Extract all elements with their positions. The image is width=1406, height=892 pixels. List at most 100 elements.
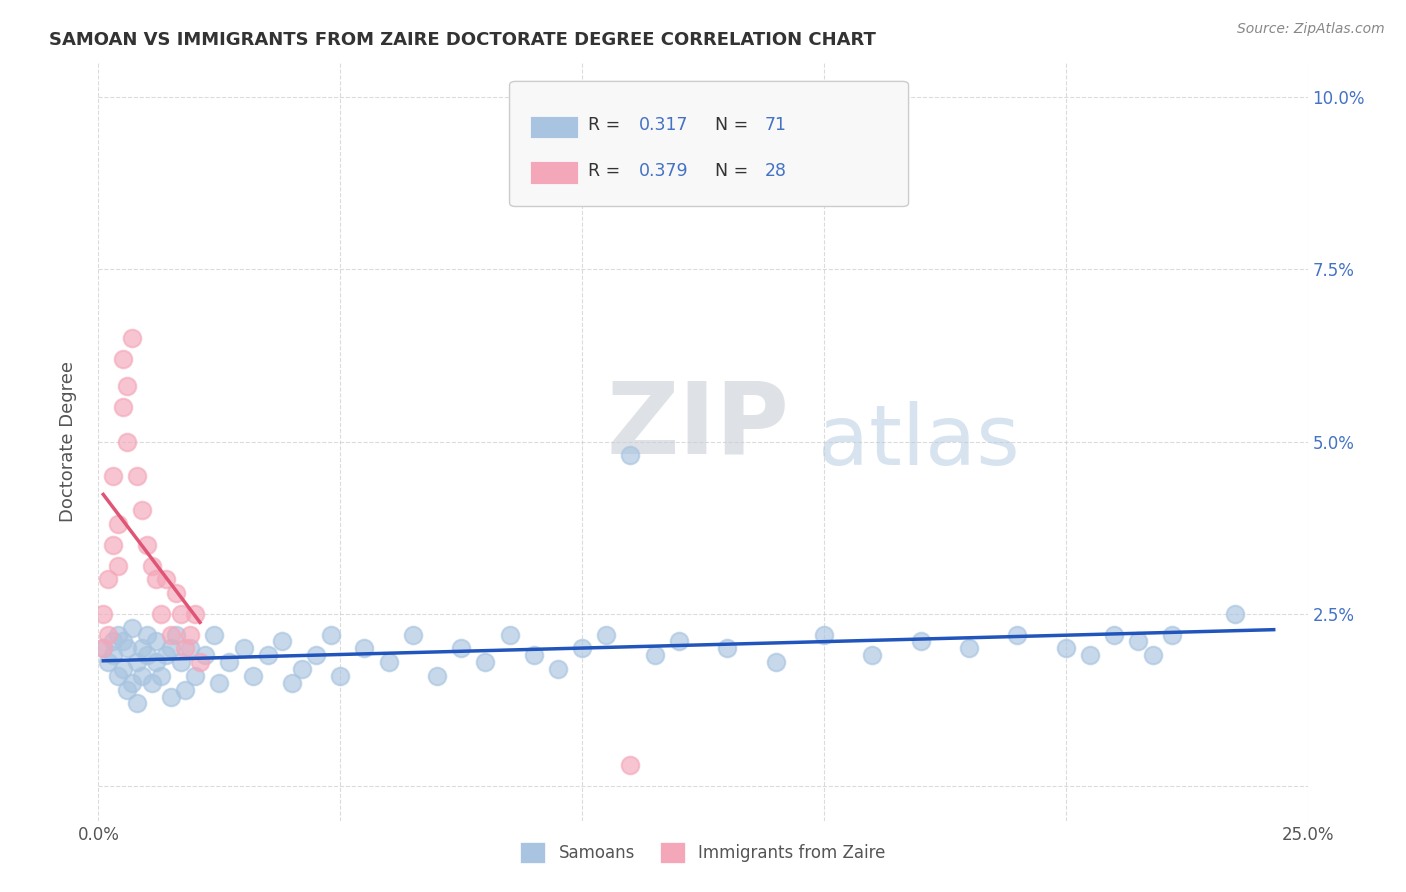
Point (111, 634, 134, 648)
Point (111, 351, 134, 366)
Point (111, 662, 134, 676)
Point (165, 627, 187, 641)
Point (141, 558, 163, 573)
Point (184, 669, 207, 683)
Text: 28: 28 (765, 161, 787, 180)
Point (319, 627, 342, 641)
Point (271, 634, 294, 648)
Point (135, 648, 157, 663)
Point (121, 331, 143, 345)
Point (1128, 634, 1150, 648)
Point (117, 379, 139, 393)
Point (1054, 641, 1077, 656)
Point (91, 641, 114, 656)
Point (450, 641, 472, 656)
Point (101, 538, 124, 552)
Point (305, 648, 328, 663)
Point (127, 655, 149, 669)
Point (121, 675, 143, 690)
Point (160, 641, 183, 656)
Bar (530, 161, 578, 184)
Point (97, 627, 120, 641)
Text: atlas: atlas (818, 401, 1019, 482)
Point (160, 690, 183, 704)
Text: R =: R = (588, 116, 626, 134)
Point (141, 675, 163, 690)
Text: 0.317: 0.317 (638, 116, 689, 134)
Point (204, 627, 226, 641)
Point (145, 634, 167, 648)
Text: N =: N = (716, 161, 754, 180)
Point (1102, 627, 1125, 641)
Point (242, 669, 264, 683)
Point (1223, 607, 1246, 621)
Point (1161, 627, 1184, 641)
Point (101, 469, 124, 483)
Point (107, 627, 129, 641)
Point (131, 641, 153, 656)
Text: ZIP: ZIP (606, 378, 789, 475)
Point (117, 641, 139, 656)
Point (111, 400, 134, 414)
Point (910, 634, 932, 648)
Point (117, 434, 139, 449)
Point (232, 641, 254, 656)
Point (107, 669, 129, 683)
Point (135, 627, 157, 641)
Point (716, 641, 738, 656)
Point (571, 641, 593, 656)
Text: Source: ZipAtlas.com: Source: ZipAtlas.com (1237, 22, 1385, 37)
Point (402, 627, 425, 641)
Point (353, 641, 375, 656)
Point (377, 655, 399, 669)
Point (619, 448, 641, 462)
Point (160, 627, 183, 641)
Point (155, 648, 177, 663)
Point (957, 641, 980, 656)
Point (107, 558, 129, 573)
Point (145, 655, 167, 669)
Point (595, 627, 617, 641)
Point (668, 634, 690, 648)
Point (165, 586, 187, 600)
Point (127, 469, 149, 483)
Point (619, 758, 641, 772)
Point (127, 697, 149, 711)
Point (121, 621, 143, 635)
Point (174, 682, 197, 697)
Point (169, 607, 191, 621)
Text: 71: 71 (765, 116, 787, 134)
Text: R =: R = (588, 161, 626, 180)
Point (117, 682, 139, 697)
Bar (530, 116, 578, 138)
Point (150, 669, 173, 683)
Point (194, 648, 217, 663)
Y-axis label: Doctorate Degree: Doctorate Degree (59, 361, 77, 522)
Legend: Samoans, Immigrants from Zaire: Samoans, Immigrants from Zaire (513, 836, 893, 869)
Point (91, 641, 114, 656)
Point (256, 648, 278, 663)
Point (644, 648, 666, 663)
Point (97, 573, 120, 587)
Point (765, 655, 787, 669)
Point (131, 669, 153, 683)
Point (91, 607, 114, 621)
Point (523, 648, 546, 663)
Point (155, 573, 177, 587)
Point (218, 655, 240, 669)
Point (1078, 648, 1101, 663)
Point (474, 655, 496, 669)
Point (179, 627, 201, 641)
Point (426, 669, 449, 683)
Point (1007, 627, 1029, 641)
FancyBboxPatch shape (509, 81, 908, 207)
Point (107, 517, 129, 532)
Point (101, 634, 124, 648)
Point (188, 655, 211, 669)
Point (174, 641, 197, 656)
Point (1142, 648, 1164, 663)
Text: N =: N = (716, 116, 754, 134)
Point (179, 641, 201, 656)
Point (101, 648, 124, 663)
Point (184, 607, 207, 621)
